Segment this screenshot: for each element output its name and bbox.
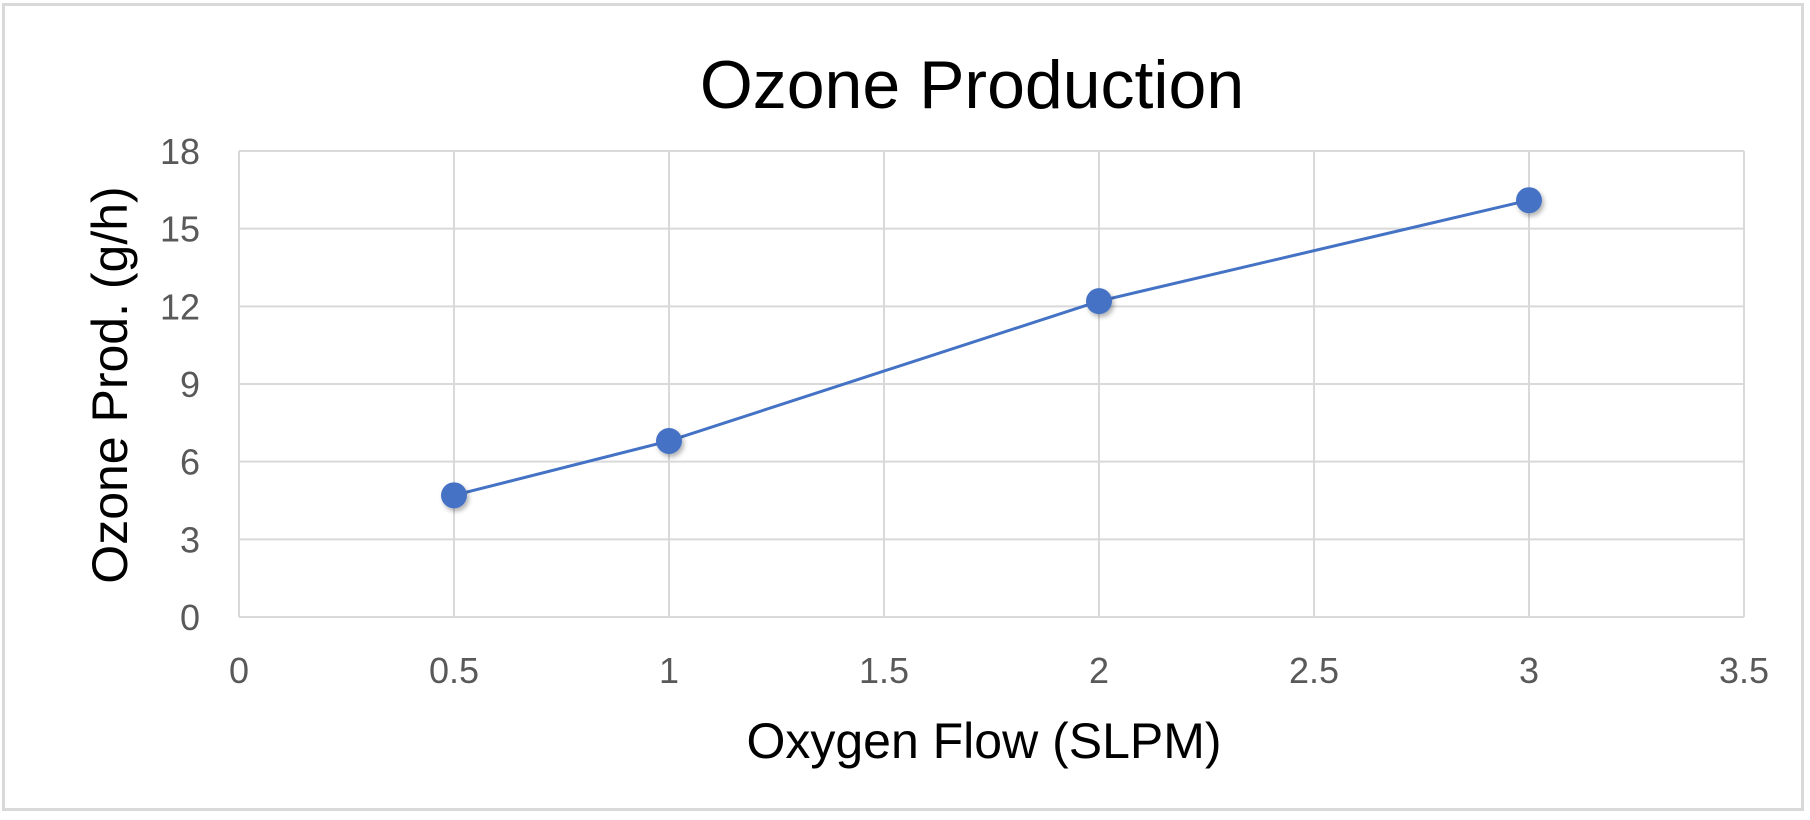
series-layer	[441, 187, 1542, 509]
y-tick-label: 3	[180, 519, 200, 560]
y-tick-label: 18	[160, 131, 200, 172]
x-tick-label: 3	[1519, 650, 1539, 691]
tick-labels: 0 0.5 1 1.5 2 2.5 3 3.5 0 3 6 9 12 15 18	[160, 131, 1769, 691]
y-tick-label: 15	[160, 209, 200, 250]
x-tick-label: 0	[229, 650, 249, 691]
y-axis-title: Ozone Prod. (g/h)	[82, 186, 138, 583]
x-tick-label: 1.5	[859, 650, 909, 691]
x-tick-label: 2.5	[1289, 650, 1339, 691]
data-point	[1516, 187, 1542, 214]
data-point	[441, 482, 467, 509]
gridlines	[238, 150, 1745, 618]
x-tick-label: 3.5	[1719, 650, 1769, 691]
y-tick-label: 0	[180, 597, 200, 638]
x-tick-label: 1	[659, 650, 679, 691]
y-tick-label: 12	[160, 286, 200, 327]
data-point	[656, 427, 682, 454]
x-tick-label: 2	[1089, 650, 1109, 691]
chart-frame	[2, 3, 1804, 811]
data-point	[1086, 288, 1112, 315]
x-axis-title: Oxygen Flow (SLPM)	[746, 713, 1221, 769]
chart-title: Ozone Production	[700, 47, 1244, 123]
y-tick-label: 9	[180, 364, 200, 405]
y-tick-label: 6	[180, 442, 200, 483]
x-tick-label: 0.5	[429, 650, 479, 691]
series-line	[453, 198, 1530, 497]
